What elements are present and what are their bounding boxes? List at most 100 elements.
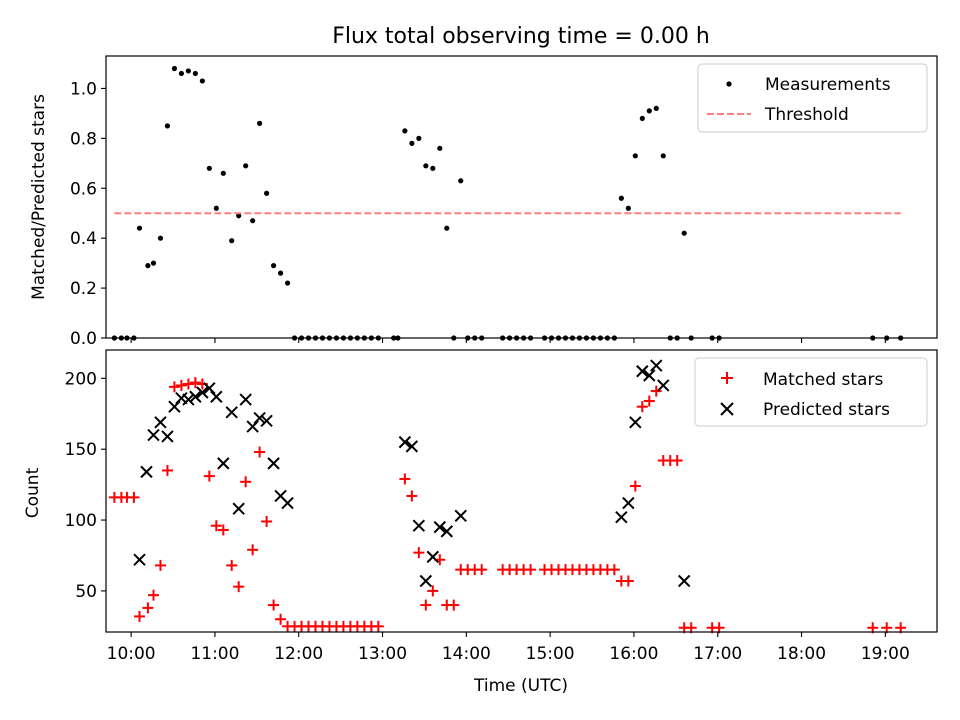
measurement-point: [444, 225, 450, 231]
predicted-stars-point: [398, 435, 412, 449]
matched-stars-point: [650, 385, 662, 397]
predicted-stars-point: [133, 553, 146, 566]
bottom-axes-frame: [105, 349, 938, 633]
matched-stars-point: [182, 378, 194, 390]
bottom-y-tick-label: 150: [65, 440, 97, 460]
x-tick-label: 12:00: [274, 644, 323, 664]
measurement-point: [458, 178, 464, 184]
predicted-stars-point: [239, 393, 252, 406]
matched-stars-point: [608, 564, 620, 576]
matched-stars-point: [413, 547, 425, 559]
measurement-point: [199, 78, 205, 84]
x-tick-label: 16:00: [609, 644, 658, 664]
matched-stars-point: [154, 559, 166, 571]
legend-marker-predicted-stars: [720, 402, 734, 416]
matched-stars-point: [671, 455, 683, 467]
matched-stars-point: [168, 381, 180, 393]
top-legend: Measurements Threshold: [697, 63, 928, 133]
predicted-stars-point: [643, 369, 656, 382]
legend-label-matched-stars: Matched stars: [763, 370, 883, 390]
x-tick-label: 14:00: [442, 644, 491, 664]
x-axis-label: Time (UTC): [473, 676, 568, 696]
x-tick-label: 11:00: [190, 644, 239, 664]
measurement-point: [402, 128, 408, 134]
bottom-panel: Count Time (UTC) Matched stars Predicted…: [23, 349, 938, 696]
x-tick-label: 13:00: [358, 644, 407, 664]
predicted-stars-point: [210, 390, 223, 403]
matched-stars-point: [210, 520, 222, 532]
bottom-legend-box: [694, 357, 928, 427]
top-y-tick-label: 0.2: [70, 279, 97, 299]
bottom-y-axis-label: Count: [23, 467, 43, 518]
x-tick-label: 19:00: [861, 644, 910, 664]
matched-stars-point: [448, 599, 460, 611]
matched-stars-point: [226, 559, 238, 571]
legend-label-threshold: Threshold: [764, 105, 849, 125]
measurement-point: [257, 120, 263, 126]
matched-stars-point: [128, 491, 140, 503]
measurement-point: [423, 163, 429, 169]
x-tick-label: 18:00: [777, 644, 826, 664]
matched-stars-point: [240, 476, 252, 488]
measurement-point: [437, 145, 443, 151]
legend-label-predicted-stars: Predicted stars: [763, 400, 890, 420]
predicted-stars-point: [203, 382, 216, 395]
chart-title: Flux total observing time = 0.00 h: [332, 24, 710, 49]
bottom-plot-area: [108, 359, 907, 634]
predicted-stars-point: [225, 406, 238, 419]
measurement-point: [171, 65, 178, 72]
measurement-point: [430, 165, 436, 171]
measurement-point: [206, 165, 212, 171]
matched-stars-point: [372, 620, 384, 632]
top-axes-frame: [105, 55, 938, 339]
legend-marker-measurements: [726, 81, 732, 87]
top-legend-box: [697, 63, 928, 133]
predicted-stars-point: [636, 365, 649, 378]
bottom-y-tick-label: 50: [75, 582, 97, 602]
top-panel: Matched/Predicted stars Measurements Thr…: [29, 55, 938, 341]
measurement-point: [157, 235, 164, 241]
x-tick-label: 10:00: [107, 644, 156, 664]
x-tick-label: 15:00: [526, 644, 575, 664]
predicted-stars-point: [217, 457, 230, 470]
measurement-point: [660, 153, 666, 159]
measurement-point: [164, 123, 171, 129]
predicted-stars-point: [440, 525, 453, 538]
predicted-stars-point: [253, 411, 266, 425]
measurement-point: [243, 163, 249, 169]
predicted-stars-point: [196, 386, 209, 399]
measurement-point: [236, 213, 242, 219]
measurement-point: [653, 105, 659, 112]
measurement-point: [625, 205, 631, 211]
measurement-point: [416, 135, 422, 141]
measurement-point: [646, 108, 652, 114]
matched-stars-point: [629, 480, 641, 492]
measurement-point: [409, 140, 415, 146]
measurement-point: [250, 218, 256, 224]
axis-ticks: 0.0 0.2 0.4 0.6 0.8 1.0 50 100 150 200 10:00 11:00 1…: [65, 79, 910, 664]
measurement-point: [618, 195, 624, 201]
measurement-point: [229, 238, 235, 244]
predicted-stars-point: [629, 416, 642, 429]
measurement-point: [632, 153, 638, 159]
bottom-y-tick-label: 200: [65, 369, 97, 389]
predicted-stars-point: [168, 400, 181, 413]
matched-stars-point: [189, 377, 201, 389]
matched-stars-point: [622, 575, 634, 587]
predicted-stars-point: [426, 550, 440, 564]
matched-stars-point: [134, 610, 146, 622]
predicted-stars-point: [678, 574, 691, 588]
measurement-point: [178, 70, 185, 77]
predicted-stars-point: [189, 390, 202, 403]
matched-stars-point: [525, 564, 537, 576]
matched-stars-point: [275, 613, 287, 625]
matched-stars-point: [643, 395, 655, 407]
predicted-stars-point: [657, 379, 670, 392]
top-y-tick-label: 0.6: [70, 179, 97, 199]
predicted-stars-point: [405, 440, 419, 453]
measurement-point: [284, 280, 291, 286]
predicted-stars-point: [147, 428, 160, 442]
matched-stars-point: [147, 589, 159, 601]
measurement-point: [150, 260, 157, 266]
